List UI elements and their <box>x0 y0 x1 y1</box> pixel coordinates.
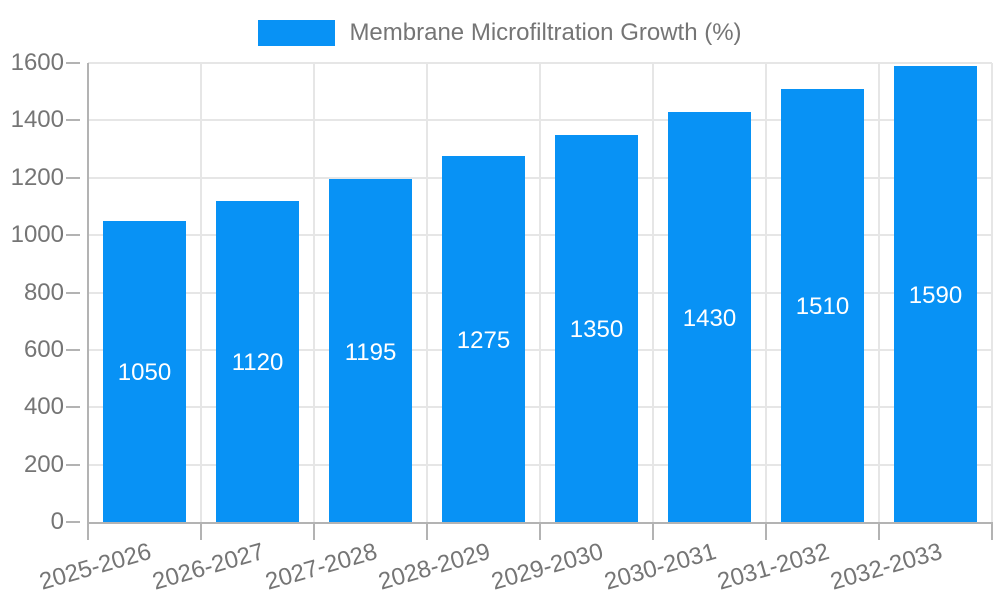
bar <box>329 179 412 522</box>
y-axis-label: 0 <box>50 508 64 535</box>
bar-value-label: 1120 <box>231 349 284 377</box>
bar-value-label: 1430 <box>682 304 737 332</box>
x-axis-label: 2032-2033 <box>827 538 945 596</box>
bar <box>442 156 525 522</box>
vertical-gridline <box>200 63 202 522</box>
legend-swatch <box>258 20 336 46</box>
bar <box>555 134 638 522</box>
bar <box>894 65 977 522</box>
y-axis-tick <box>66 62 80 64</box>
y-axis-tick <box>66 406 80 409</box>
x-axis-label: 2031-2032 <box>714 538 832 596</box>
bar <box>103 220 186 522</box>
bar-value-label: 1510 <box>795 293 850 321</box>
y-axis-tick <box>66 234 80 237</box>
bar-value-label: 1350 <box>569 316 624 344</box>
y-axis-tick <box>66 176 80 179</box>
x-axis-tick <box>878 524 880 540</box>
x-axis-tick <box>539 524 541 540</box>
y-axis-label: 800 <box>23 278 64 306</box>
bar-value-label: 1590 <box>908 281 963 309</box>
legend-label: Membrane Microfiltration Growth (%) <box>349 19 742 46</box>
vertical-gridline <box>765 63 767 522</box>
x-axis-line <box>87 522 993 524</box>
x-axis-tick <box>200 524 202 540</box>
x-axis-label: 2026-2027 <box>149 538 267 596</box>
vertical-gridline <box>878 63 880 522</box>
chart-legend: Membrane Microfiltration Growth (%) <box>0 18 1000 48</box>
x-axis-tick <box>426 524 428 540</box>
bar-value-label: 1275 <box>456 327 511 355</box>
vertical-gridline <box>539 63 541 522</box>
vertical-gridline <box>652 63 654 522</box>
bar <box>216 200 299 522</box>
x-axis-label: 2025-2026 <box>36 538 154 596</box>
y-axis-label: 400 <box>23 393 64 421</box>
y-axis-label: 200 <box>23 450 64 478</box>
y-axis-tick <box>66 521 80 523</box>
x-axis-label: 2028-2029 <box>375 538 493 596</box>
x-axis-tick <box>313 524 315 540</box>
bar <box>668 111 751 522</box>
x-axis-tick <box>652 524 654 540</box>
x-axis-tick <box>765 524 767 540</box>
y-axis-tick <box>66 463 80 466</box>
y-axis-label: 600 <box>23 335 64 363</box>
vertical-gridline <box>313 63 315 522</box>
x-axis-label: 2030-2031 <box>601 538 719 596</box>
y-axis-tick <box>66 119 80 122</box>
x-axis-label: 2029-2030 <box>488 538 606 596</box>
y-axis-label: 1400 <box>10 106 64 134</box>
y-axis-label: 1000 <box>10 221 64 249</box>
y-axis-line <box>87 63 89 540</box>
y-axis-tick <box>66 291 80 294</box>
vertical-gridline <box>991 63 993 522</box>
y-axis-label: 1200 <box>10 163 64 191</box>
x-axis-tick <box>991 524 993 540</box>
vertical-gridline <box>426 63 428 522</box>
bar-value-label: 1195 <box>344 338 397 366</box>
x-axis-label: 2027-2028 <box>262 538 380 596</box>
y-axis-tick <box>66 348 80 351</box>
bar <box>781 88 864 522</box>
y-axis-label: 1600 <box>10 49 64 76</box>
bar-value-label: 1050 <box>117 359 172 387</box>
